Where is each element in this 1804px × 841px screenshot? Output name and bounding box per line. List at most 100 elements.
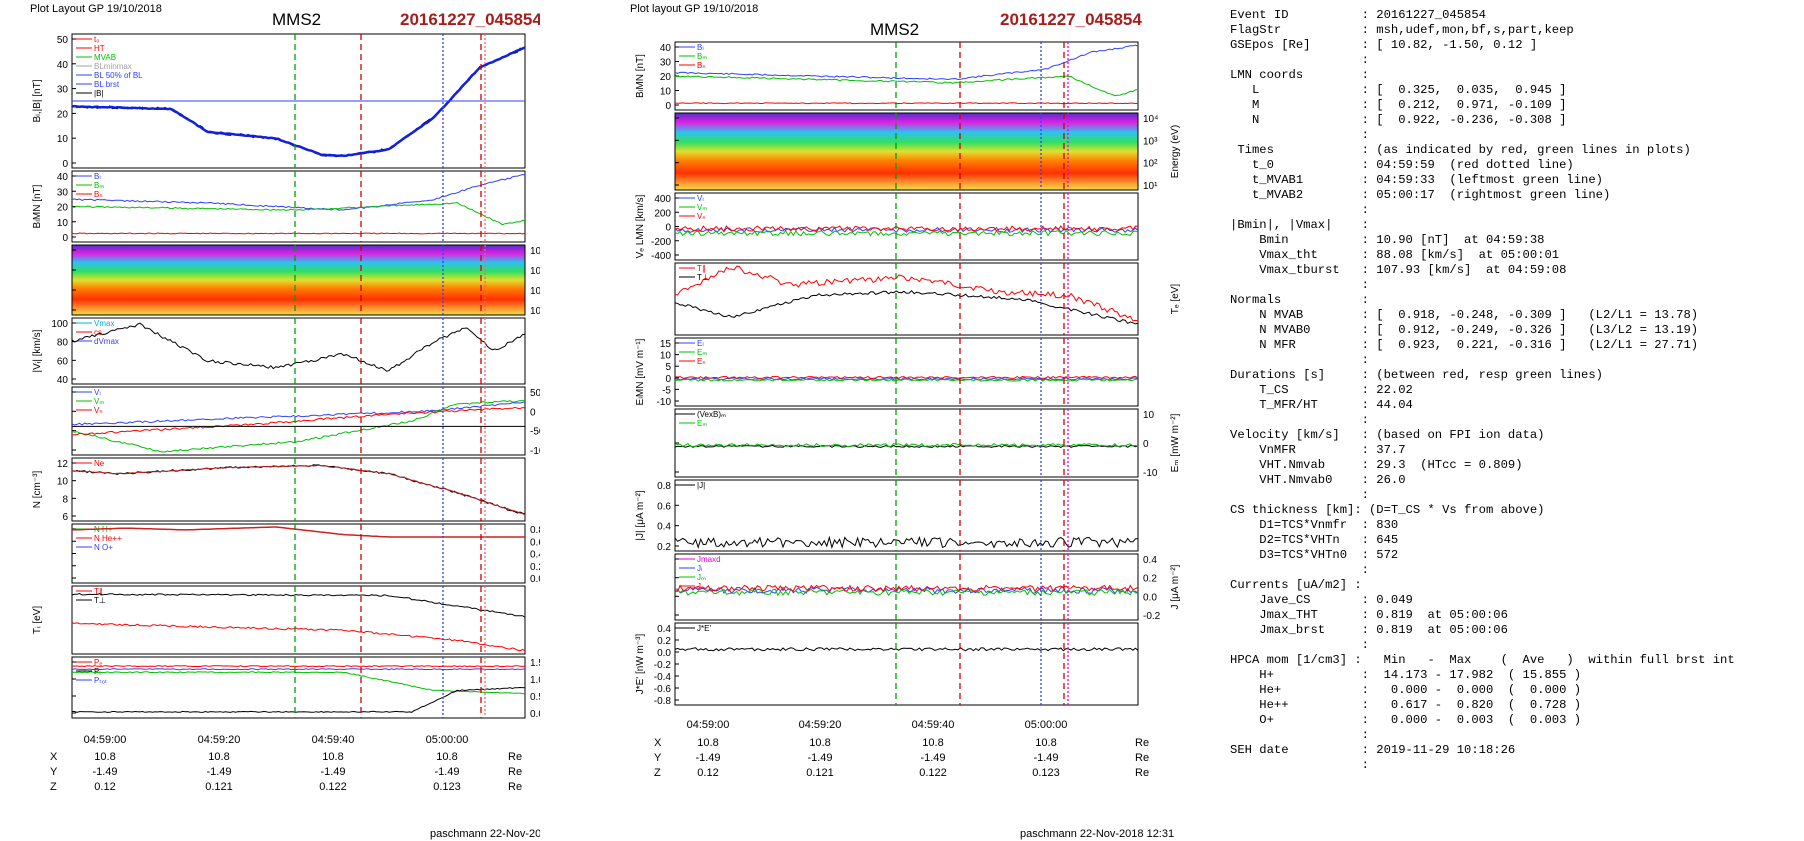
info-line: t_MVAB2 : 05:00:17 (rightmost green line…: [1230, 188, 1611, 202]
data-trace: [71, 401, 526, 426]
y-tick-label: -400: [651, 251, 671, 262]
legend-entry: Eₙ: [697, 357, 706, 366]
info-line: CS thickness [km]: (D=T_CS * Vs from abo…: [1230, 503, 1545, 517]
info-line: VHT.Nmvab : 29.3 (HTcc = 0.809): [1230, 458, 1523, 472]
y-tick-label: 0.8: [530, 525, 540, 536]
y-tick-label: 10: [660, 87, 672, 98]
position-value: 10.8: [208, 751, 229, 763]
middle-time-tick: 05:00:00: [1025, 719, 1068, 731]
y-tick-label: 6: [62, 512, 68, 523]
info-line: He++ : 0.617 - 0.820 ( 0.728 ): [1230, 698, 1582, 712]
data-trace: [72, 464, 526, 516]
y-axis-label: BₗMN [nT]: [635, 54, 646, 98]
panel-frame: [674, 262, 1139, 336]
position-unit: Re: [1135, 737, 1149, 749]
left-time-axis: 04:59:00 04:59:20 04:59:40 05:00:00: [84, 734, 469, 746]
left-spacecraft-title: MMS2: [272, 10, 321, 29]
y-tick-label: 0.4: [1143, 555, 1157, 566]
panel-frame: [71, 457, 526, 522]
position-value: -1.49: [434, 766, 459, 778]
data-trace: [674, 535, 1139, 550]
y-tick-label: 50: [57, 35, 69, 46]
y-tick-label: 12: [57, 459, 69, 470]
y-tick-label: 10: [1143, 410, 1155, 421]
position-value: -1.49: [92, 766, 117, 778]
legend-entry: Vₘ: [697, 203, 707, 212]
data-trace: [71, 173, 526, 211]
data-trace: [71, 47, 526, 158]
legend-entry: |J|: [697, 481, 705, 490]
info-line: :: [1230, 128, 1369, 142]
left-event-title: 20161227_045854: [400, 10, 540, 29]
position-value: 0.121: [806, 767, 834, 779]
y-tick-label: 40: [660, 43, 672, 54]
data-trace: [71, 665, 526, 668]
info-line: T_CS : 22.02: [1230, 383, 1413, 397]
legend-entry: T∥: [697, 264, 706, 273]
info-line: :: [1230, 563, 1369, 577]
info-line: N MVAB0 : [ 0.912, -0.249, -0.326 ] (L3/…: [1230, 323, 1699, 337]
info-line: VnMFR : 37.7: [1230, 443, 1406, 457]
y-tick-label: 10: [57, 134, 69, 145]
info-line: Currents [uA/m2] :: [1230, 578, 1362, 592]
left-footer: paschmann 22-Nov-2018 12:31: [430, 828, 540, 840]
position-unit: Re: [508, 766, 522, 778]
info-line: L : [ 0.325, 0.035, 0.945 ]: [1230, 83, 1567, 97]
middle-event-title: 20161227_045854: [1000, 10, 1142, 29]
y-tick-label: 10: [57, 477, 69, 488]
position-value: 0.122: [319, 781, 347, 793]
legend-entry: Bₙ: [94, 190, 103, 199]
panel-frame: [674, 553, 1139, 621]
y-tick-label: 0.2: [530, 562, 540, 573]
y-axis-label: Bₗ,|B| [nT]: [32, 79, 43, 122]
y-tick-label: -0.2: [1143, 611, 1161, 622]
data-trace: [71, 46, 526, 158]
middle-spacecraft-title: MMS2: [870, 20, 919, 39]
middle-plot-figure: Plot layout GP 19/10/2018 MMS2 20161227_…: [630, 3, 1181, 840]
legend-entry: Jₘ: [697, 573, 706, 582]
y-tick-label: 20: [660, 72, 672, 83]
data-trace: [71, 622, 526, 652]
info-line: N MFR : [ 0.923, 0.221, -0.316 ] (L2/L1 …: [1230, 338, 1699, 352]
position-unit: Re: [508, 751, 522, 763]
middle-layout-label: Plot layout GP 19/10/2018: [630, 3, 758, 15]
data-trace: [674, 584, 1139, 593]
y-tick-label: 60: [57, 356, 69, 367]
legend-entry: BL brst: [94, 80, 120, 89]
legend-entry: N He++: [94, 534, 122, 543]
y-axis-label: Tᵢ [eV]: [32, 606, 43, 634]
y-tick-label: 0.4: [657, 624, 671, 635]
y-tick-label: 15: [660, 339, 672, 350]
position-value: 10.8: [1035, 737, 1056, 749]
info-line: t_MVAB1 : 04:59:33 (leftmost green line): [1230, 173, 1603, 187]
y-tick-label: 10¹: [530, 306, 540, 317]
info-line: Event ID : 20161227_045854: [1230, 8, 1486, 22]
position-value: 10.8: [697, 737, 718, 749]
panel-frame: [71, 386, 526, 456]
y-axis-label: Tₑ [eV]: [1170, 284, 1181, 315]
position-value: 10.8: [809, 737, 830, 749]
data-trace: [674, 229, 1139, 237]
legend-entry: MVAB: [94, 53, 116, 62]
y-tick-label: 50: [530, 388, 540, 399]
y-tick-label: 0.6: [530, 537, 540, 548]
y-axis-label: N [cm⁻³]: [32, 471, 43, 509]
middle-panel: Tₑ [eV] T∥T⊥: [674, 262, 1181, 336]
y-tick-label: 0.0: [530, 709, 540, 720]
position-value: -1.49: [1033, 752, 1058, 764]
middle-footer: paschmann 22-Nov-2018 12:31: [1020, 828, 1174, 840]
y-tick-label: -0.8: [654, 696, 672, 707]
y-tick-label: 0: [530, 407, 536, 418]
legend-entry: Vₙ: [94, 406, 103, 415]
y-tick-label: 0.8: [657, 481, 671, 492]
position-row-label: Z: [50, 781, 57, 793]
legend-entry: Pᵢ: [94, 667, 101, 676]
info-line: Jmax_brst : 0.819 at 05:00:06: [1230, 623, 1508, 637]
y-tick-label: 10: [57, 218, 69, 229]
info-line: :: [1230, 488, 1369, 502]
